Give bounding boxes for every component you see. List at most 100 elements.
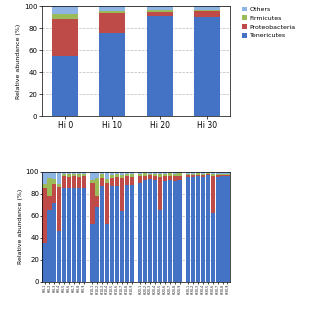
Bar [148, 179, 152, 282]
Bar [82, 172, 86, 174]
Bar [158, 177, 162, 210]
Bar [124, 185, 129, 282]
Bar [225, 172, 229, 174]
Bar [211, 213, 215, 282]
Bar [130, 177, 134, 185]
Bar [90, 182, 94, 224]
Bar [178, 172, 182, 176]
Bar [168, 172, 172, 176]
Bar [120, 172, 124, 175]
Bar [194, 10, 220, 11]
Bar [153, 174, 157, 176]
Bar [216, 177, 220, 282]
Bar [77, 188, 81, 282]
Bar [72, 188, 76, 282]
Bar [153, 172, 157, 174]
Bar [191, 172, 195, 174]
Bar [124, 176, 129, 185]
Bar [191, 177, 195, 282]
Bar [105, 182, 109, 224]
Bar [163, 176, 167, 181]
Bar [82, 188, 86, 282]
Bar [220, 174, 225, 175]
Bar [110, 186, 114, 282]
Bar [138, 172, 142, 174]
Bar [100, 174, 104, 178]
Bar [95, 178, 100, 196]
Bar [220, 172, 225, 174]
Bar [168, 176, 172, 180]
Bar [225, 175, 229, 176]
Bar [147, 16, 172, 116]
Bar [130, 172, 134, 174]
Bar [105, 224, 109, 282]
Bar [105, 179, 109, 182]
Bar [100, 13, 125, 33]
Y-axis label: Relative abundance (%): Relative abundance (%) [16, 24, 21, 99]
Bar [120, 211, 124, 282]
Bar [62, 174, 66, 176]
Bar [110, 178, 114, 186]
Bar [120, 178, 124, 211]
Bar [43, 184, 47, 188]
Bar [95, 196, 100, 207]
Bar [130, 185, 134, 282]
Bar [206, 174, 210, 175]
Bar [72, 174, 76, 176]
Bar [105, 172, 109, 179]
Bar [143, 176, 148, 180]
Bar [206, 172, 210, 174]
Bar [220, 176, 225, 282]
Bar [95, 207, 100, 282]
Bar [201, 172, 205, 174]
Bar [52, 172, 56, 179]
Bar [194, 6, 220, 10]
Bar [72, 172, 76, 174]
Bar [186, 177, 190, 282]
Bar [115, 174, 119, 177]
Bar [211, 176, 215, 213]
Bar [52, 56, 78, 116]
Bar [62, 176, 66, 188]
Bar [124, 172, 129, 174]
Bar [158, 172, 162, 174]
Bar [153, 180, 157, 282]
Bar [196, 175, 200, 176]
Bar [147, 10, 172, 12]
Bar [178, 180, 182, 282]
Bar [194, 17, 220, 116]
Bar [115, 172, 119, 174]
Bar [206, 175, 210, 282]
Bar [62, 188, 66, 282]
Bar [115, 177, 119, 186]
Bar [82, 174, 86, 176]
Bar [110, 175, 114, 178]
Bar [168, 180, 172, 282]
Bar [72, 176, 76, 188]
Bar [52, 179, 56, 184]
Bar [172, 181, 177, 282]
Bar [100, 186, 104, 282]
Bar [196, 176, 200, 282]
Bar [100, 178, 104, 186]
Bar [100, 6, 125, 11]
Bar [163, 174, 167, 176]
Bar [216, 175, 220, 177]
Bar [211, 172, 215, 174]
Bar [163, 172, 167, 174]
Bar [196, 172, 200, 175]
Bar [43, 243, 47, 282]
Bar [191, 175, 195, 177]
Bar [43, 172, 47, 184]
Bar [186, 172, 190, 174]
Bar [82, 176, 86, 188]
Bar [172, 176, 177, 181]
Bar [220, 175, 225, 176]
Bar [148, 175, 152, 179]
Bar [47, 196, 52, 210]
Bar [186, 175, 190, 177]
Bar [115, 186, 119, 282]
Bar [148, 172, 152, 174]
Bar [153, 176, 157, 180]
Bar [225, 174, 229, 175]
